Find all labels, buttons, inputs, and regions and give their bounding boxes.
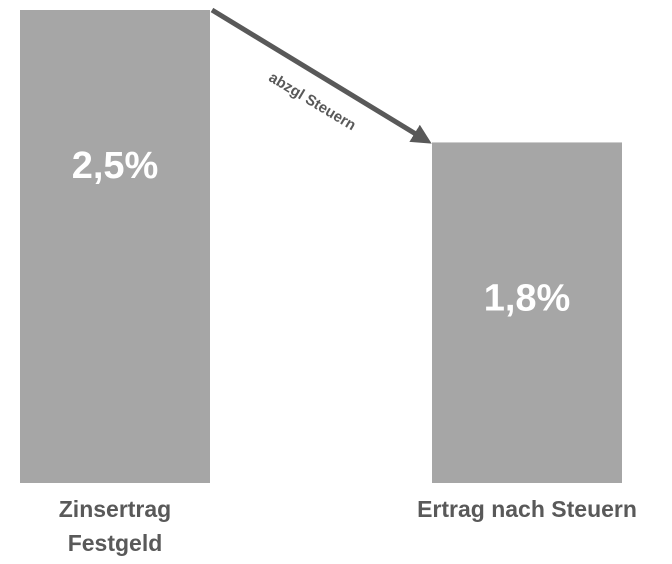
annotation: abzgl Steuern (266, 69, 359, 134)
value-label: 1,8% (484, 277, 571, 319)
bar (432, 142, 622, 483)
value-label: 2,5% (72, 145, 159, 187)
category-label: Zinsertrag Festgeld (58, 496, 172, 556)
arrow (210, 7, 432, 144)
category-label: Ertrag nach Steuern (417, 496, 637, 522)
bar (20, 10, 210, 483)
